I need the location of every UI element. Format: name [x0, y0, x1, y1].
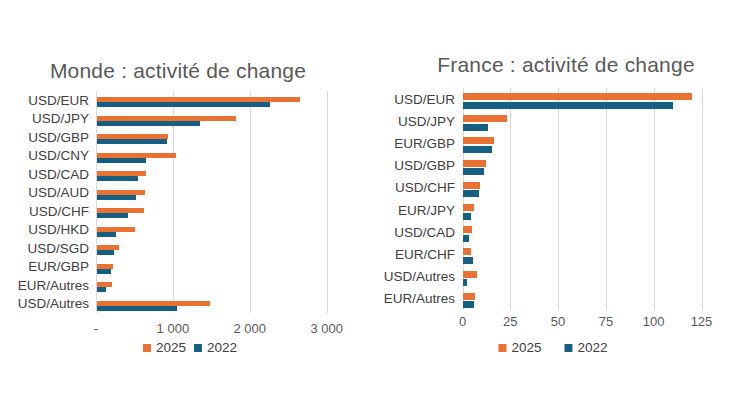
bar-france-eur-autres-2025	[463, 293, 475, 300]
category-label-monde-eur-gbp: EUR/GBP	[0, 258, 89, 277]
legend-swatch-icon-2025	[498, 344, 506, 352]
gridline-france-75	[606, 88, 607, 310]
bar-france-usd-cad-2025	[463, 226, 472, 233]
bar-france-usd-eur-2022	[463, 102, 673, 109]
chart-title-france: France : activité de change	[356, 52, 730, 78]
category-label-france-usd-chf: USD/CHF	[335, 177, 455, 199]
legend-label-2022: 2022	[578, 340, 608, 355]
category-label-monde-usd-chf: USD/CHF	[0, 202, 89, 221]
bar-monde-usd-cad-2022	[97, 176, 139, 181]
bar-france-eur-autres-2022	[463, 301, 474, 308]
bar-monde-eur-gbp-2022	[97, 269, 112, 274]
x-tick-label-monde-1000: 1 000	[141, 321, 205, 336]
legend-monde: 2025 2022	[143, 340, 237, 355]
legend-france: 2025 2022	[498, 340, 607, 355]
gridline-france-50	[558, 88, 559, 310]
bar-france-usd-gbp-2025	[463, 160, 486, 167]
x-tick-label-france-125: 125	[670, 314, 730, 329]
legend-entry-france-2022: 2022	[565, 340, 608, 355]
category-label-monde-usd-sgd: USD/SGD	[0, 239, 89, 258]
legend-swatch-icon-2022	[194, 344, 202, 352]
bar-france-usd-autres-2022	[463, 279, 467, 286]
bar-monde-usd-aud-2022	[97, 195, 137, 200]
bar-france-usd-gbp-2022	[463, 168, 484, 175]
bar-france-eur-chf-2025	[463, 248, 471, 255]
category-label-france-eur-jpy: EUR/JPY	[335, 199, 455, 221]
category-label-france-usd-gbp: USD/GBP	[335, 155, 455, 177]
category-label-france-usd-eur: USD/EUR	[335, 88, 455, 110]
bar-monde-usd-eur-2022	[97, 102, 270, 107]
legend-entry-france-2025: 2025	[498, 340, 541, 355]
bar-france-eur-chf-2022	[463, 257, 473, 264]
bar-monde-usd-sgd-2022	[97, 250, 115, 255]
legend-entry-monde-2025: 2025	[143, 340, 186, 355]
bar-france-eur-jpy-2025	[463, 204, 474, 211]
gridline-france-25	[510, 88, 511, 310]
x-tick-label-monde-3000: 3 000	[295, 321, 359, 336]
category-label-monde-eur-autres: EUR/Autres	[0, 276, 89, 295]
bar-france-eur-gbp-2022	[463, 146, 492, 153]
category-label-france-eur-gbp: EUR/GBP	[335, 132, 455, 154]
gridline-monde-2000	[250, 91, 251, 313]
legend-label-2025: 2025	[511, 340, 541, 355]
bar-france-usd-jpy-2025	[463, 115, 507, 122]
category-label-monde-usd-aud: USD/AUD	[0, 184, 89, 203]
chart-title-monde: Monde : activité de change	[0, 58, 388, 84]
legend-swatch-icon-2022	[565, 344, 573, 352]
gridline-monde-3000	[327, 91, 328, 313]
x-tick-label-monde-2000: 2 000	[218, 321, 282, 336]
bar-france-eur-gbp-2025	[463, 137, 494, 144]
legend-entry-monde-2022: 2022	[194, 340, 237, 355]
category-label-monde-usd-jpy: USD/JPY	[0, 110, 89, 129]
bar-france-usd-autres-2025	[463, 271, 477, 278]
category-label-monde-usd-gbp: USD/GBP	[0, 128, 89, 147]
category-label-monde-usd-cad: USD/CAD	[0, 165, 89, 184]
legend-label-2025: 2025	[156, 340, 186, 355]
category-label-france-usd-cad: USD/CAD	[335, 221, 455, 243]
category-label-france-eur-chf: EUR/CHF	[335, 243, 455, 265]
fx-turnover-figure: Monde : activité de change France : acti…	[0, 0, 730, 410]
bar-monde-usd-jpy-2022	[97, 121, 200, 126]
gridline-france-100	[654, 88, 655, 310]
bar-monde-usd-gbp-2022	[97, 139, 168, 144]
x-tick-label-monde-0: -	[64, 321, 128, 336]
legend-swatch-icon-2025	[143, 344, 151, 352]
bar-monde-eur-autres-2022	[97, 287, 106, 292]
bar-france-eur-jpy-2022	[463, 213, 471, 220]
gridline-france-125	[702, 88, 703, 310]
bar-france-usd-cad-2022	[463, 235, 469, 242]
bar-monde-usd-chf-2022	[97, 213, 128, 218]
bar-france-usd-chf-2025	[463, 182, 480, 189]
category-label-france-usd-autres: USD/Autres	[335, 266, 455, 288]
category-label-monde-usd-autres: USD/Autres	[0, 295, 89, 314]
bar-france-usd-chf-2022	[463, 190, 479, 197]
category-label-monde-usd-hkd: USD/HKD	[0, 221, 89, 240]
category-label-france-eur-autres: EUR/Autres	[335, 288, 455, 310]
category-label-monde-usd-eur: USD/EUR	[0, 91, 89, 110]
bar-france-usd-jpy-2022	[463, 124, 488, 131]
bar-france-usd-eur-2025	[463, 93, 692, 100]
category-label-france-usd-jpy: USD/JPY	[335, 110, 455, 132]
bar-monde-usd-hkd-2022	[97, 232, 116, 237]
bar-monde-usd-autres-2022	[97, 306, 178, 311]
category-label-monde-usd-cny: USD/CNY	[0, 147, 89, 166]
legend-label-2022: 2022	[207, 340, 237, 355]
bar-monde-usd-cny-2022	[97, 158, 147, 163]
